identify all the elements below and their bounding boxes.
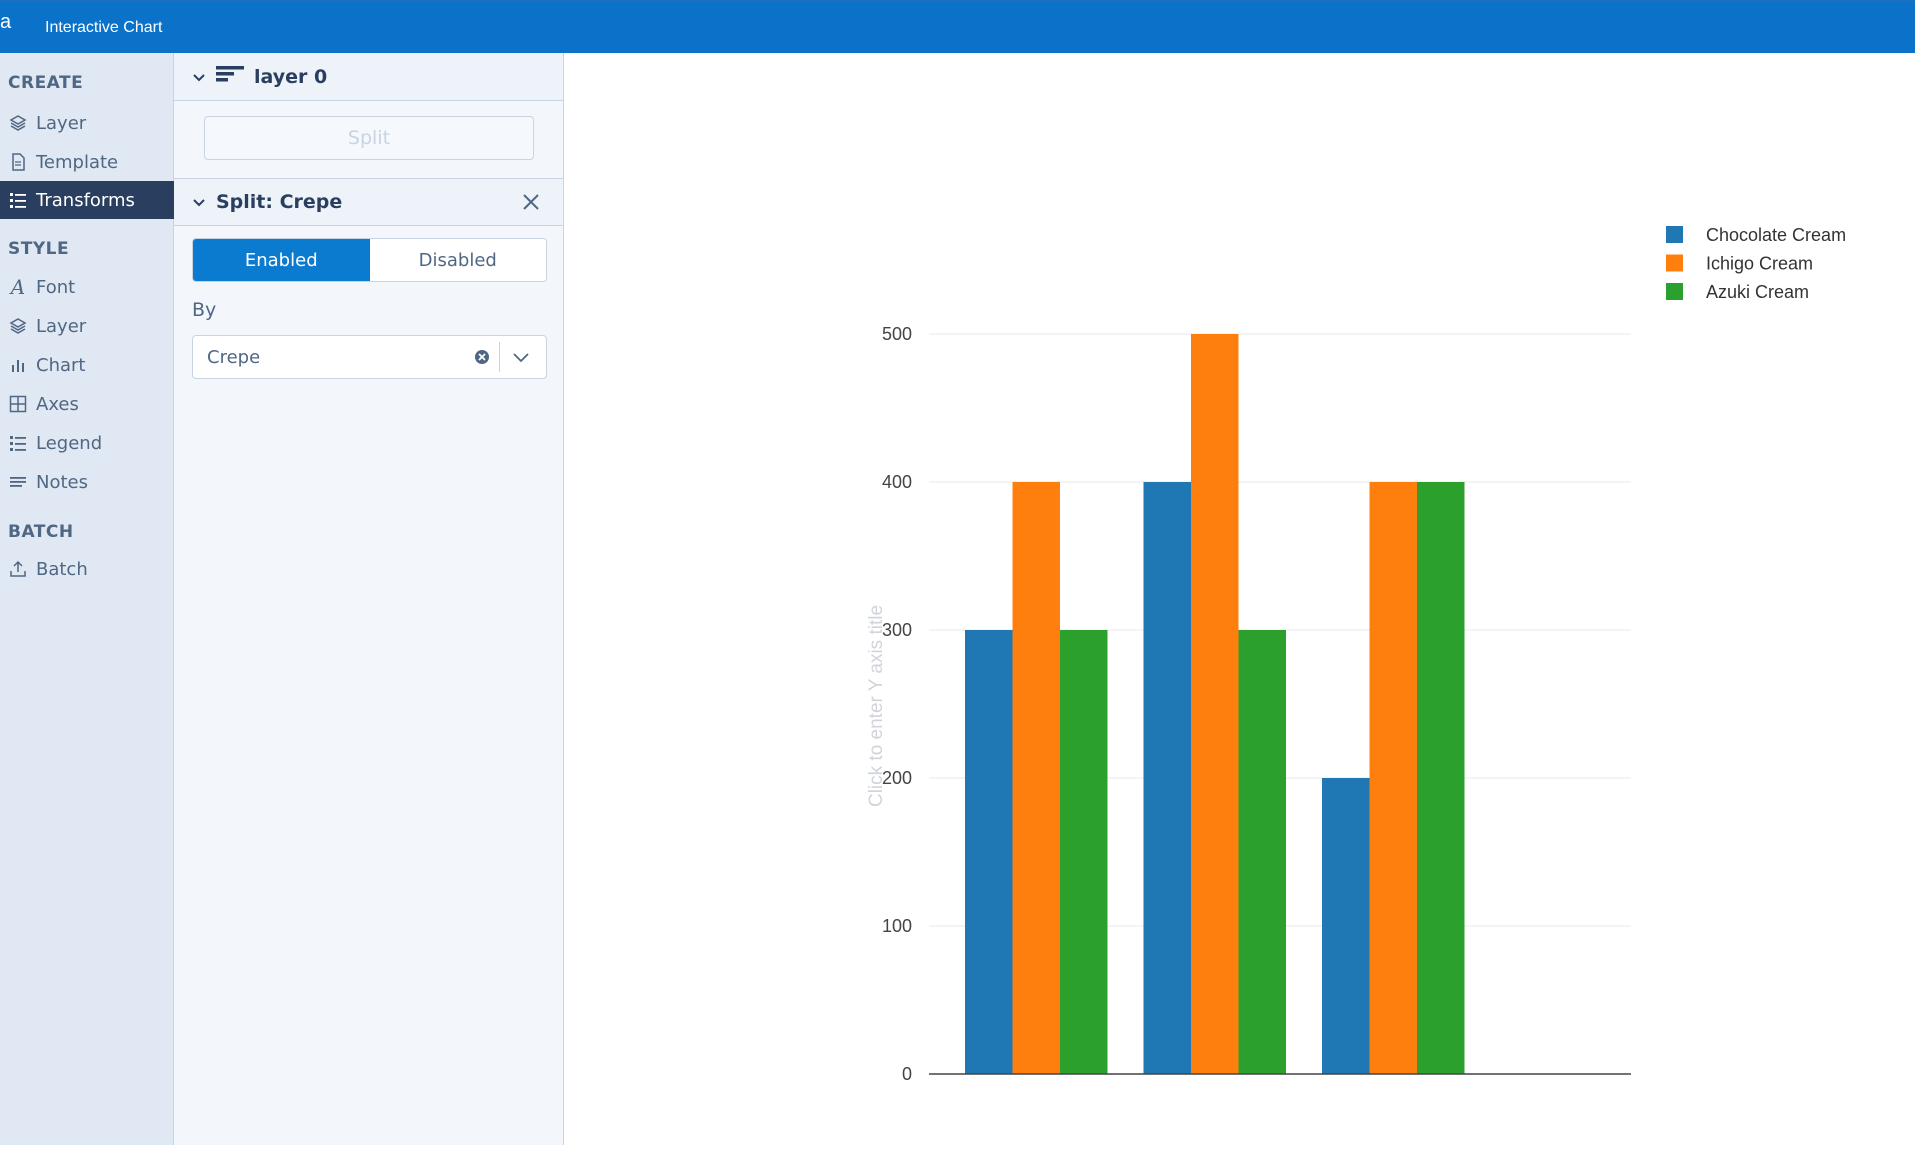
sidebar-item-legend[interactable]: Legend (0, 424, 174, 462)
enabled-toggle[interactable]: Enabled Disabled (192, 238, 547, 282)
y-tick-label: 400 (882, 472, 912, 492)
chevron-down-icon[interactable] (192, 66, 206, 88)
transform-header[interactable]: Split: Crepe (174, 178, 563, 226)
bars (965, 334, 1465, 1074)
bar[interactable] (1012, 482, 1061, 1074)
chevron-down-icon[interactable] (511, 348, 531, 370)
disabled-option[interactable]: Disabled (369, 239, 546, 281)
bar[interactable] (1369, 482, 1418, 1074)
by-label: By (192, 299, 217, 321)
sidebar-item-label: Notes (36, 471, 88, 493)
y-tick-label: 300 (882, 620, 912, 640)
layers-icon (8, 113, 28, 133)
clear-icon[interactable] (473, 348, 491, 370)
sidebar-item-label: Legend (36, 432, 103, 454)
sidebar-item-label: Font (36, 276, 76, 298)
layer-header[interactable]: layer 0 (174, 53, 563, 101)
y-tick-label: 500 (882, 324, 912, 344)
legend-label[interactable]: Azuki Cream (1706, 282, 1809, 302)
title-bar: a Interactive Chart (0, 0, 1915, 53)
sidebar-item-label: Template (36, 151, 119, 173)
enabled-option[interactable]: Enabled (193, 239, 370, 281)
dropdown-divider (499, 342, 500, 372)
bar[interactable] (1238, 630, 1287, 1074)
sidebar-item-chart[interactable]: Chart (0, 346, 174, 384)
sidebar-item-label: Axes (36, 393, 79, 415)
sidebar-item-style-layer[interactable]: Layer (0, 307, 174, 345)
chart-area: 0 100 200 300 400 500 Click to enter Y axis t… (565, 53, 1915, 1145)
y-tick-labels: 0 100 200 300 400 500 (882, 324, 912, 1084)
document-icon (8, 152, 28, 172)
bar-chart-icon (8, 355, 28, 375)
layer-title: layer 0 (254, 65, 328, 88)
split-button[interactable]: Split (204, 116, 534, 160)
sidebar-heading-create: CREATE (8, 73, 84, 93)
font-icon: A (10, 275, 26, 299)
sidebar-item-axes[interactable]: Axes (0, 385, 174, 423)
sidebar-item-label: Layer (36, 112, 87, 134)
sidebar-item-template[interactable]: Template (0, 143, 174, 181)
sidebar-item-batch[interactable]: Batch (0, 550, 174, 588)
app-title: Interactive Chart (45, 19, 163, 36)
bar-chart[interactable]: 0 100 200 300 400 500 Click to enter Y axis t… (565, 53, 1915, 1145)
sidebar: CREATE Layer Template Transforms STYLE A… (0, 53, 174, 1145)
y-axis-title-placeholder[interactable]: Click to enter Y axis title (866, 605, 887, 807)
y-tick-label: 0 (902, 1064, 912, 1084)
grid-icon (8, 394, 28, 414)
legend-swatch[interactable] (1666, 254, 1683, 272)
sidebar-item-label: Chart (36, 354, 86, 376)
bar[interactable] (1143, 482, 1192, 1074)
bar[interactable] (1417, 482, 1465, 1074)
sidebar-heading-style: STYLE (8, 239, 70, 259)
bar[interactable] (1060, 630, 1108, 1074)
sidebar-item-create-layer[interactable]: Layer (0, 104, 174, 142)
transforms-panel: layer 0 Split Split: Crepe Enabled Disab… (174, 53, 564, 1145)
layer-lines-icon (216, 64, 244, 89)
list-icon (8, 433, 28, 453)
bar[interactable] (1191, 334, 1239, 1074)
sidebar-item-label: Batch (36, 558, 88, 580)
layers-icon (8, 316, 28, 336)
sidebar-item-notes[interactable]: Notes (0, 463, 174, 501)
app-logo[interactable]: a (0, 11, 12, 33)
sidebar-item-transforms[interactable]: Transforms (0, 181, 174, 219)
close-icon[interactable] (522, 193, 540, 216)
sidebar-item-label: Transforms (36, 189, 135, 211)
dropdown-value: Crepe (207, 347, 261, 368)
list-icon (8, 190, 28, 210)
transform-title: Split: Crepe (216, 191, 343, 213)
legend-label[interactable]: Chocolate Cream (1706, 225, 1846, 245)
legend-swatch[interactable] (1666, 283, 1683, 300)
y-tick-label: 100 (882, 916, 912, 936)
legend[interactable]: Chocolate Cream Ichigo Cream Azuki Cream (1666, 225, 1846, 302)
text-lines-icon (8, 472, 28, 492)
split-by-dropdown[interactable]: Crepe (192, 335, 547, 379)
chevron-down-icon[interactable] (192, 191, 206, 213)
sidebar-item-font[interactable]: A Font (0, 268, 174, 306)
legend-swatch[interactable] (1666, 226, 1683, 243)
bar[interactable] (965, 630, 1013, 1074)
legend-label[interactable]: Ichigo Cream (1706, 254, 1813, 274)
bar[interactable] (1322, 778, 1370, 1074)
upload-icon (8, 559, 28, 579)
sidebar-heading-batch: BATCH (8, 522, 74, 542)
y-tick-label: 200 (882, 768, 912, 788)
sidebar-item-label: Layer (36, 315, 87, 337)
